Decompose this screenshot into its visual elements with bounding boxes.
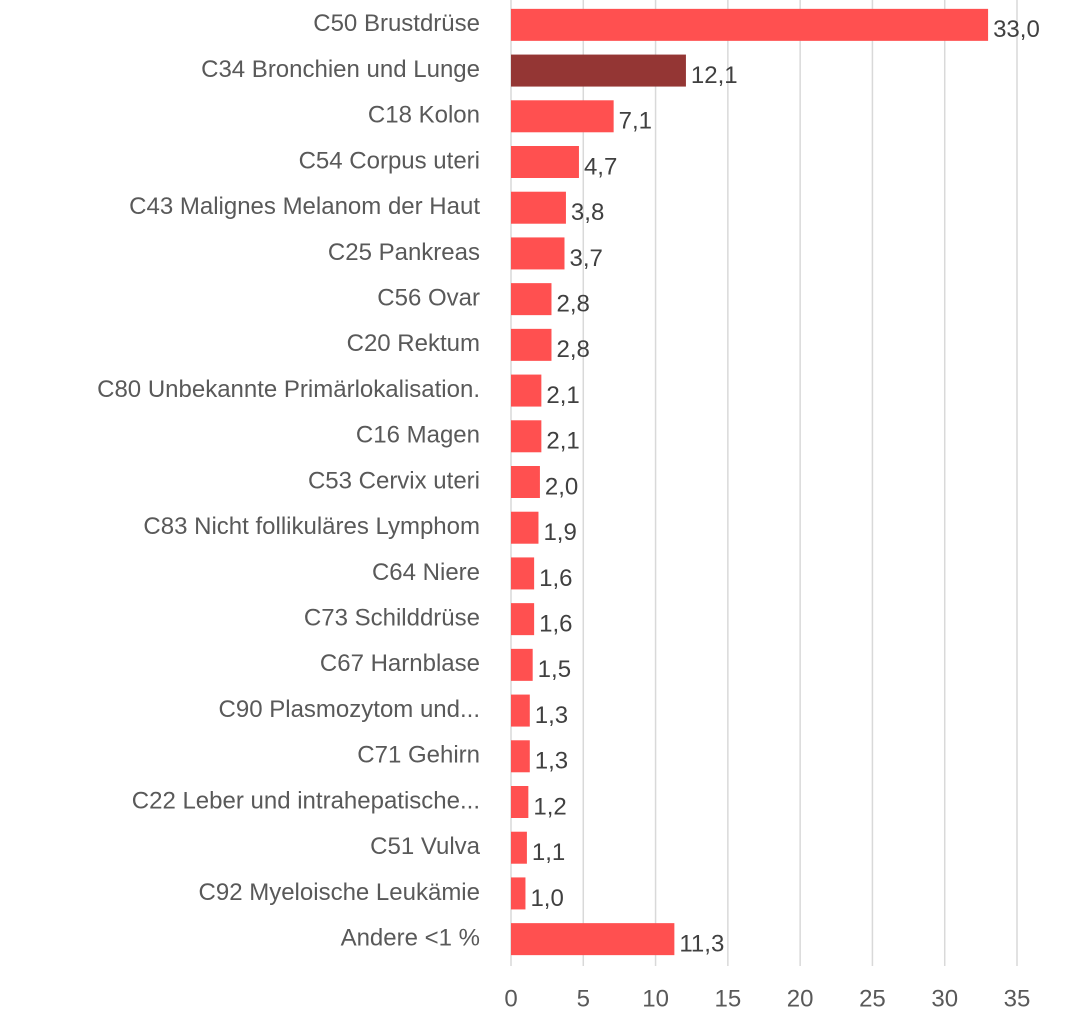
bar — [511, 237, 565, 270]
bar — [511, 283, 552, 316]
bar — [511, 466, 540, 498]
y-tick-label: C34 Bronchien und Lunge — [201, 56, 480, 83]
bar — [511, 146, 579, 178]
bar — [511, 8, 989, 41]
x-tick-label: 25 — [859, 985, 886, 1012]
data-label: 1,6 — [539, 610, 572, 637]
data-label: 1,0 — [530, 885, 563, 912]
bar — [511, 511, 539, 544]
x-tick-label: 15 — [715, 985, 742, 1012]
data-label: 2,0 — [545, 473, 578, 500]
data-label: 1,3 — [535, 748, 568, 775]
bar — [511, 557, 535, 590]
bar — [511, 54, 686, 87]
bar — [511, 191, 566, 224]
y-tick-label: C56 Ovar — [377, 284, 480, 311]
data-label: 2,1 — [546, 382, 579, 409]
bar — [511, 328, 552, 361]
y-tick-label: C90 Plasmozytom und... — [219, 696, 480, 723]
bar — [511, 923, 675, 956]
data-label: 1,3 — [535, 702, 568, 729]
bar — [511, 374, 542, 407]
data-label: 1,5 — [538, 656, 571, 683]
data-label: 7,1 — [619, 108, 652, 135]
y-tick-label: C16 Magen — [356, 422, 480, 449]
x-tick-label: 10 — [642, 985, 669, 1012]
x-tick-label: 5 — [577, 985, 590, 1012]
y-tick-label: C22 Leber und intrahepatische... — [132, 787, 480, 814]
bar — [511, 648, 533, 681]
y-tick-label: C18 Kolon — [368, 102, 480, 129]
data-label: 2,1 — [546, 428, 579, 455]
y-tick-label: C80 Unbekannte Primärlokalisation. — [97, 376, 480, 403]
y-tick-label: C25 Pankreas — [328, 239, 480, 266]
data-label: 3,7 — [569, 245, 602, 272]
data-label: 2,8 — [556, 290, 589, 317]
y-tick-label: C64 Niere — [372, 559, 480, 586]
bar — [511, 694, 530, 727]
y-tick-label: C53 Cervix uteri — [308, 467, 480, 494]
data-label: 1,6 — [539, 565, 572, 592]
data-label: 11,3 — [679, 930, 724, 957]
y-tick-label: C43 Malignes Melanom der Haut — [129, 193, 480, 220]
y-tick-label: C92 Myeloische Leukämie — [199, 879, 480, 906]
bar — [511, 786, 529, 818]
data-label: 1,1 — [532, 839, 565, 866]
x-tick-label: 35 — [1004, 985, 1031, 1012]
y-tick-label: C67 Harnblase — [320, 650, 480, 677]
y-tick-label: C83 Nicht follikuläres Lymphom — [143, 513, 480, 540]
data-label: 4,7 — [584, 153, 617, 180]
bar — [511, 740, 530, 773]
y-tick-label: C50 Brustdrüse — [313, 10, 480, 37]
x-tick-label: 0 — [504, 985, 517, 1012]
y-tick-label: C73 Schilddrüse — [304, 604, 480, 631]
y-tick-label: C71 Gehirn — [357, 742, 480, 769]
data-label: 12,1 — [691, 62, 738, 89]
y-tick-label: Andere <1 % — [341, 924, 480, 951]
data-label: 33,0 — [993, 16, 1040, 43]
data-label: 2,8 — [556, 336, 589, 363]
x-tick-label: 20 — [787, 985, 814, 1012]
y-tick-label: C54 Corpus uteri — [299, 147, 480, 174]
data-label: 1,2 — [533, 793, 566, 820]
x-tick-label: 30 — [931, 985, 958, 1012]
bar — [511, 877, 526, 910]
bar — [511, 831, 527, 864]
bar — [511, 603, 535, 636]
bar — [511, 100, 614, 133]
bar — [511, 420, 542, 453]
y-tick-label: C20 Rektum — [347, 330, 480, 357]
y-tick-label: C51 Vulva — [370, 833, 480, 860]
data-label: 3,8 — [571, 199, 604, 226]
data-label: 1,9 — [543, 519, 576, 546]
